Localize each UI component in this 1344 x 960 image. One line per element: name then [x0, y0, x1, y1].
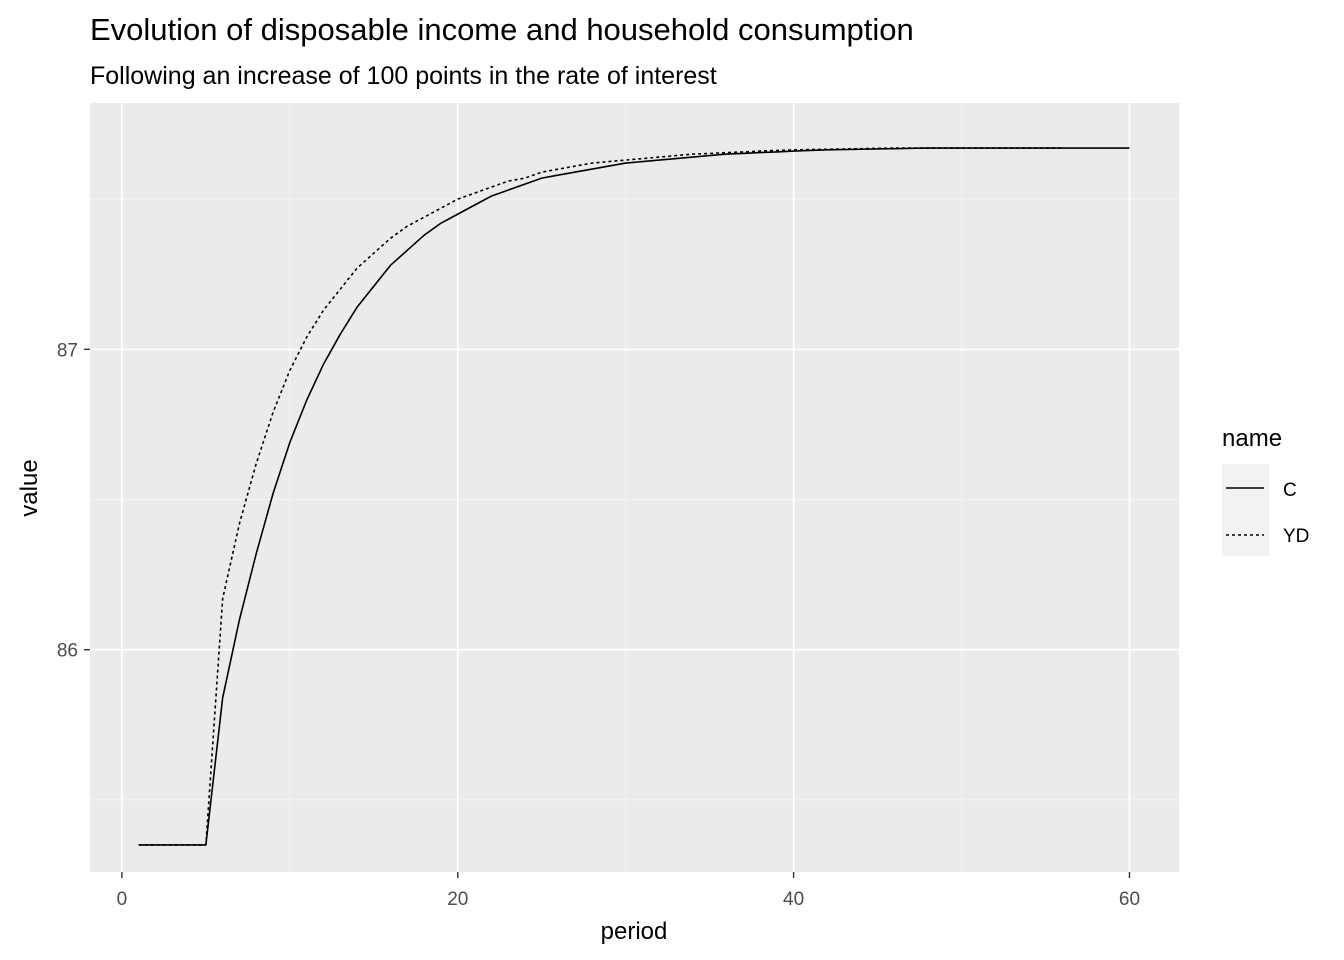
x-axis: 0 20 40 60	[117, 872, 1140, 910]
x-tick-label: 60	[1119, 889, 1140, 910]
chart-subtitle: Following an increase of 100 points in t…	[90, 62, 717, 90]
y-tick-label: 86	[57, 641, 78, 662]
major-gridlines	[90, 103, 1179, 872]
chart-title: Evolution of disposable income and house…	[90, 12, 914, 47]
x-tick-label: 0	[117, 889, 128, 910]
series-line-yd	[138, 147, 1063, 846]
y-tick-label: 87	[57, 340, 78, 361]
legend-title: name	[1222, 425, 1282, 452]
y-axis: 86 87	[57, 340, 90, 662]
x-axis-title: period	[601, 918, 668, 945]
x-tick-label: 40	[783, 889, 804, 910]
legend: name C YD	[1222, 425, 1309, 556]
legend-key-background	[1222, 464, 1269, 556]
y-axis-title: value	[16, 459, 43, 516]
plot-panel	[90, 103, 1179, 872]
legend-label-yd: YD	[1283, 526, 1309, 547]
legend-label-c: C	[1283, 480, 1297, 501]
x-tick-label: 20	[447, 889, 468, 910]
series-lines	[138, 147, 1130, 846]
